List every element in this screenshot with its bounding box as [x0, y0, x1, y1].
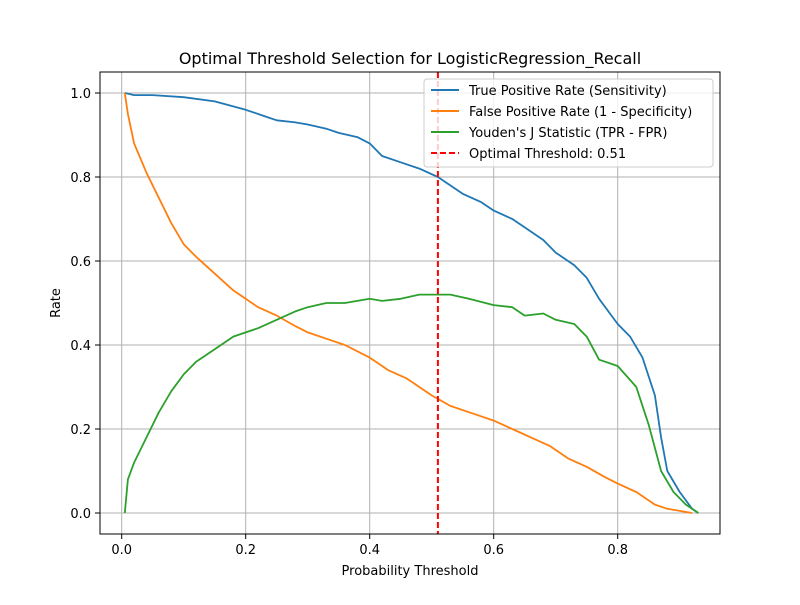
chart-title: Optimal Threshold Selection for Logistic… — [179, 49, 641, 69]
x-axis-label: Probability Threshold — [342, 564, 479, 579]
legend-label-tpr: True Positive Rate (Sensitivity) — [468, 84, 667, 99]
y-tick-label: 0.8 — [70, 171, 91, 186]
x-tick-label: 0.6 — [483, 543, 504, 558]
legend-label-fpr: False Positive Rate (1 - Specificity) — [469, 105, 692, 120]
x-tick-label: 0.2 — [235, 543, 256, 558]
legend: True Positive Rate (Sensitivity) False P… — [423, 78, 714, 168]
youden-j-line — [123, 293, 699, 514]
series-lines — [123, 72, 699, 534]
y-axis-label: Rate — [49, 288, 64, 318]
y-tick-label: 0.2 — [70, 423, 91, 438]
axis-ticks: 0.0 0.2 0.4 0.6 0.8 0.0 0.2 0.4 0.6 0.8 1.0 — [70, 87, 628, 558]
y-tick-label: 0.4 — [70, 339, 91, 354]
legend-box — [423, 78, 714, 168]
x-tick-label: 0.4 — [359, 543, 380, 558]
y-tick-label: 0.6 — [70, 255, 91, 270]
fpr-line — [123, 92, 693, 514]
tpr-line — [124, 92, 699, 514]
legend-label-optimal-threshold: Optimal Threshold: 0.51 — [469, 147, 626, 162]
axes-frame — [99, 71, 721, 535]
x-tick-label: 0.8 — [607, 543, 628, 558]
y-tick-label: 0.0 — [70, 507, 91, 522]
legend-label-youden: Youden's J Statistic (TPR - FPR) — [468, 126, 667, 141]
y-tick-label: 1.0 — [70, 87, 91, 102]
x-tick-label: 0.0 — [111, 543, 132, 558]
